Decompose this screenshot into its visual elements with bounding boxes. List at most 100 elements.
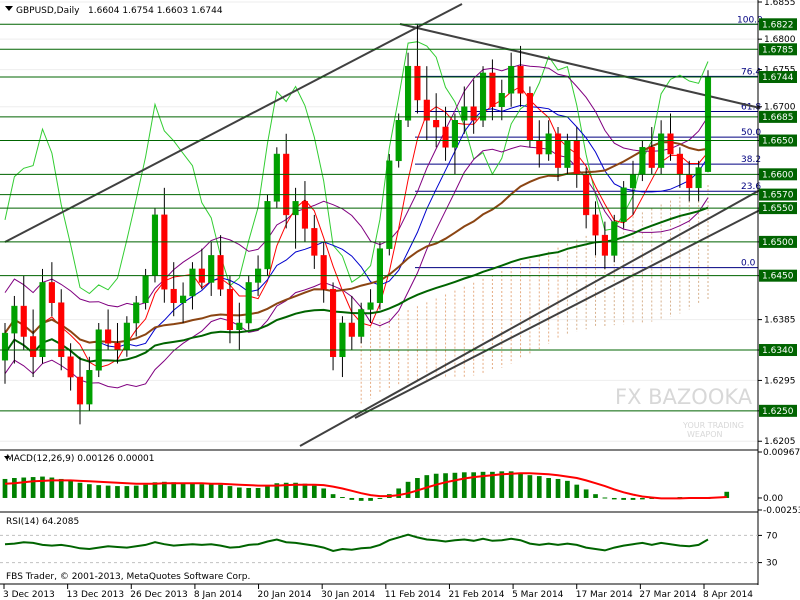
level-label-box: [759, 344, 797, 357]
macd-bar: [433, 473, 439, 498]
candle-bearish: [30, 336, 37, 358]
candle-bearish: [67, 356, 74, 378]
macd-axis-ticks: 0.00967 0.00 -0.00253: [758, 448, 800, 516]
candle-bearish: [301, 201, 309, 229]
time-axis: 3 Dec 2013 13 Dec 2013 26 Dec 2013 8 Jan 20…: [3, 584, 753, 600]
rsi-title: RSI(14) 64.2085: [6, 517, 79, 527]
price-tick-label: 1.6700: [764, 103, 796, 113]
horizontal-levels: [0, 23, 758, 412]
candle-bullish: [498, 92, 505, 107]
time-tick-label: 27 Mar 2014: [639, 590, 696, 600]
candle-bearish: [573, 140, 580, 175]
candle-bullish: [133, 302, 140, 324]
level-label-box: [759, 18, 797, 31]
ma-fast-line: [4, 85, 709, 369]
macd-bar: [293, 482, 298, 498]
price-tick-label: 1.6385: [764, 316, 796, 326]
candle-bullish: [386, 160, 393, 249]
ma-medium-line: [4, 104, 709, 348]
candle-bullish: [180, 295, 187, 303]
level-label: 1.6450: [762, 272, 794, 282]
macd-bar: [499, 471, 505, 498]
macd-bar: [246, 487, 252, 498]
trendline-descending: [399, 23, 761, 109]
time-tick-label: 30 Jan 2014: [321, 590, 375, 600]
trendlines: [4, 3, 761, 447]
chart-menu-icon[interactable]: [5, 6, 13, 11]
macd-bar: [190, 483, 195, 498]
time-tick-label: 21 Feb 2014: [448, 590, 504, 600]
watermark-tag2: WEAPON: [687, 430, 723, 439]
macd-bar: [452, 472, 458, 498]
candle-bullish: [629, 174, 637, 189]
level-label-box: [759, 43, 797, 56]
macd-menu-icon[interactable]: [4, 456, 10, 460]
macd-bar: [480, 471, 486, 498]
trendline-ascending-1: [299, 189, 761, 447]
candle-bullish: [658, 133, 665, 168]
macd-bar: [611, 497, 617, 500]
macd-bar: [302, 483, 308, 498]
candle-bullish: [245, 282, 252, 324]
candle-bullish: [479, 72, 487, 121]
price-axis: 1.6855 1.6800 1.6755 1.6700 1.6650 1.6600 1.65…: [757, 0, 797, 585]
candle-bullish: [545, 133, 552, 155]
candle-bullish: [611, 221, 618, 256]
indicator-lines: [4, 41, 709, 389]
candle-bullish: [123, 322, 130, 351]
candle-bullish: [695, 167, 702, 189]
macd-bar: [630, 497, 636, 500]
candle-bearish: [442, 126, 449, 148]
macd-bar: [518, 473, 523, 498]
macd-bar: [87, 484, 92, 498]
candle-bearish: [433, 120, 440, 128]
candle-bullish: [236, 322, 243, 330]
candle-bearish: [58, 302, 65, 358]
candle-bullish: [704, 76, 712, 172]
level-label-box: [759, 202, 797, 215]
rsi-line: [4, 533, 709, 553]
candle-bearish: [320, 255, 327, 290]
time-tick-label: 5 Mar 2014: [512, 590, 564, 600]
macd-bar: [602, 497, 608, 499]
candle-bearish: [517, 65, 524, 94]
price-tick-label: 1.6205: [764, 437, 796, 447]
candle-bullish: [367, 302, 374, 310]
candle-bearish: [676, 153, 683, 175]
macd-bar: [377, 497, 383, 499]
candle-bullish: [639, 147, 646, 175]
bollinger-upper: [4, 64, 709, 308]
time-tick-label: 17 Mar 2014: [576, 590, 633, 600]
price-tick-label: 1.6295: [764, 376, 796, 386]
time-tick-label: 26 Dec 2013: [130, 590, 188, 600]
level-label: 1.6685: [762, 113, 794, 123]
macd-bar: [330, 494, 336, 498]
macd-bar: [265, 486, 270, 498]
price-tick-label: 1.6855: [764, 0, 796, 8]
macd-panel: MACD(12,26,9) 0.00126 0.00001 0.009670.0…: [0, 448, 800, 516]
level-label: 1.6744: [762, 73, 794, 83]
macd-tick-label: 0.00967: [763, 448, 800, 458]
macd-bar: [461, 472, 467, 498]
candle-bullish: [142, 275, 149, 303]
macd-bar: [555, 478, 561, 498]
candle-bullish: [339, 322, 346, 358]
macd-bar: [58, 478, 64, 498]
macd-bar: [255, 487, 261, 498]
macd-tick-label: -0.00253: [763, 506, 800, 516]
level-label: 1.6500: [762, 238, 794, 248]
price-panel: 100.0 76.4 61.8 50.0 38.2 23.6 0.0: [0, 1, 763, 447]
price-tick-label: 1.6755: [764, 66, 796, 76]
candle-bearish: [20, 305, 27, 337]
macd-bar: [30, 477, 36, 498]
fib-level-label: 50.0: [741, 128, 761, 138]
macd-bar: [621, 497, 626, 500]
macd-bar: [396, 488, 402, 498]
candle-bullish: [620, 187, 627, 222]
macd-bar: [527, 475, 533, 498]
price-level-labels: 1.6822 1.6785 1.6744 1.6685 1.6650 1.6600 1.65…: [759, 18, 797, 417]
candle-bearish: [470, 106, 477, 121]
fib-level-label: 23.6: [741, 182, 761, 192]
